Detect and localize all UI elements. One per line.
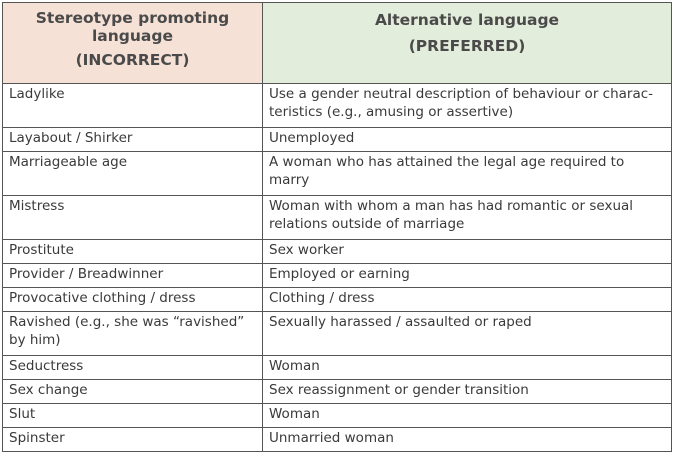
incorrect-cell: Sex change xyxy=(2,379,263,404)
header-preferred: Alternative language (PREFERRED) xyxy=(262,2,672,84)
preferred-cell: Employed or earning xyxy=(262,263,672,288)
preferred-cell: Use a gender neutral description of beha… xyxy=(262,83,672,128)
incorrect-cell: Slut xyxy=(2,403,263,428)
table-row: Ravished (e.g., she was “ravished” by hi… xyxy=(2,311,672,356)
preferred-cell: Sexually harassed / assaulted or raped xyxy=(262,311,672,356)
header-incorrect-sub: (INCORRECT) xyxy=(75,51,190,69)
preferred-cell: Woman xyxy=(262,355,672,380)
preferred-cell: A woman who has attained the legal age r… xyxy=(262,151,672,196)
header-preferred-title: Alternative language xyxy=(374,11,560,29)
incorrect-cell: Marriageable age xyxy=(2,151,263,196)
incorrect-cell: Prostitute xyxy=(2,239,263,264)
preferred-cell: Sex reassignment or gender transition xyxy=(262,379,672,404)
preferred-cell: Clothing / dress xyxy=(262,287,672,312)
table-row: Marriageable age A woman who has attained… xyxy=(2,151,672,196)
incorrect-cell: Provider / Breadwinner xyxy=(2,263,263,288)
incorrect-cell: Spinster xyxy=(2,427,263,452)
table-row: Sex change Sex reassignment or gender tra… xyxy=(2,379,672,404)
incorrect-cell: Provocative clothing / dress xyxy=(2,287,263,312)
table-row: Provocative clothing / dress Clothing / d… xyxy=(2,287,672,312)
table-row: Spinster Unmarried woman xyxy=(2,427,672,452)
header-row: Stereotype promoting language (INCORRECT… xyxy=(2,2,672,84)
incorrect-cell: Ravished (e.g., she was “ravished” by hi… xyxy=(2,311,263,356)
language-table: Stereotype promoting language (INCORRECT… xyxy=(2,2,672,452)
header-preferred-sub: (PREFERRED) xyxy=(408,37,526,55)
table-row: Mistress Woman with whom a man has had ro… xyxy=(2,195,672,240)
table-row: Provider / Breadwinner Employed or earnin… xyxy=(2,263,672,288)
table-row: Prostitute Sex worker xyxy=(2,239,672,264)
preferred-cell: Unmarried woman xyxy=(262,427,672,452)
preferred-cell: Sex worker xyxy=(262,239,672,264)
incorrect-cell: Seductress xyxy=(2,355,263,380)
table-row: Seductress Woman xyxy=(2,355,672,380)
incorrect-cell: Mistress xyxy=(2,195,263,240)
header-incorrect-title: Stereotype promoting language xyxy=(35,9,230,45)
incorrect-cell: Layabout / Shirker xyxy=(2,127,263,152)
table-row: Ladylike Use a gender neutral description… xyxy=(2,83,672,128)
preferred-cell: Woman xyxy=(262,403,672,428)
table-row: Layabout / Shirker Unemployed xyxy=(2,127,672,152)
preferred-cell: Woman with whom a man has had romantic o… xyxy=(262,195,672,240)
preferred-cell: Unemployed xyxy=(262,127,672,152)
header-incorrect: Stereotype promoting language (INCORRECT… xyxy=(2,2,263,84)
table-row: Slut Woman xyxy=(2,403,672,428)
incorrect-cell: Ladylike xyxy=(2,83,263,128)
